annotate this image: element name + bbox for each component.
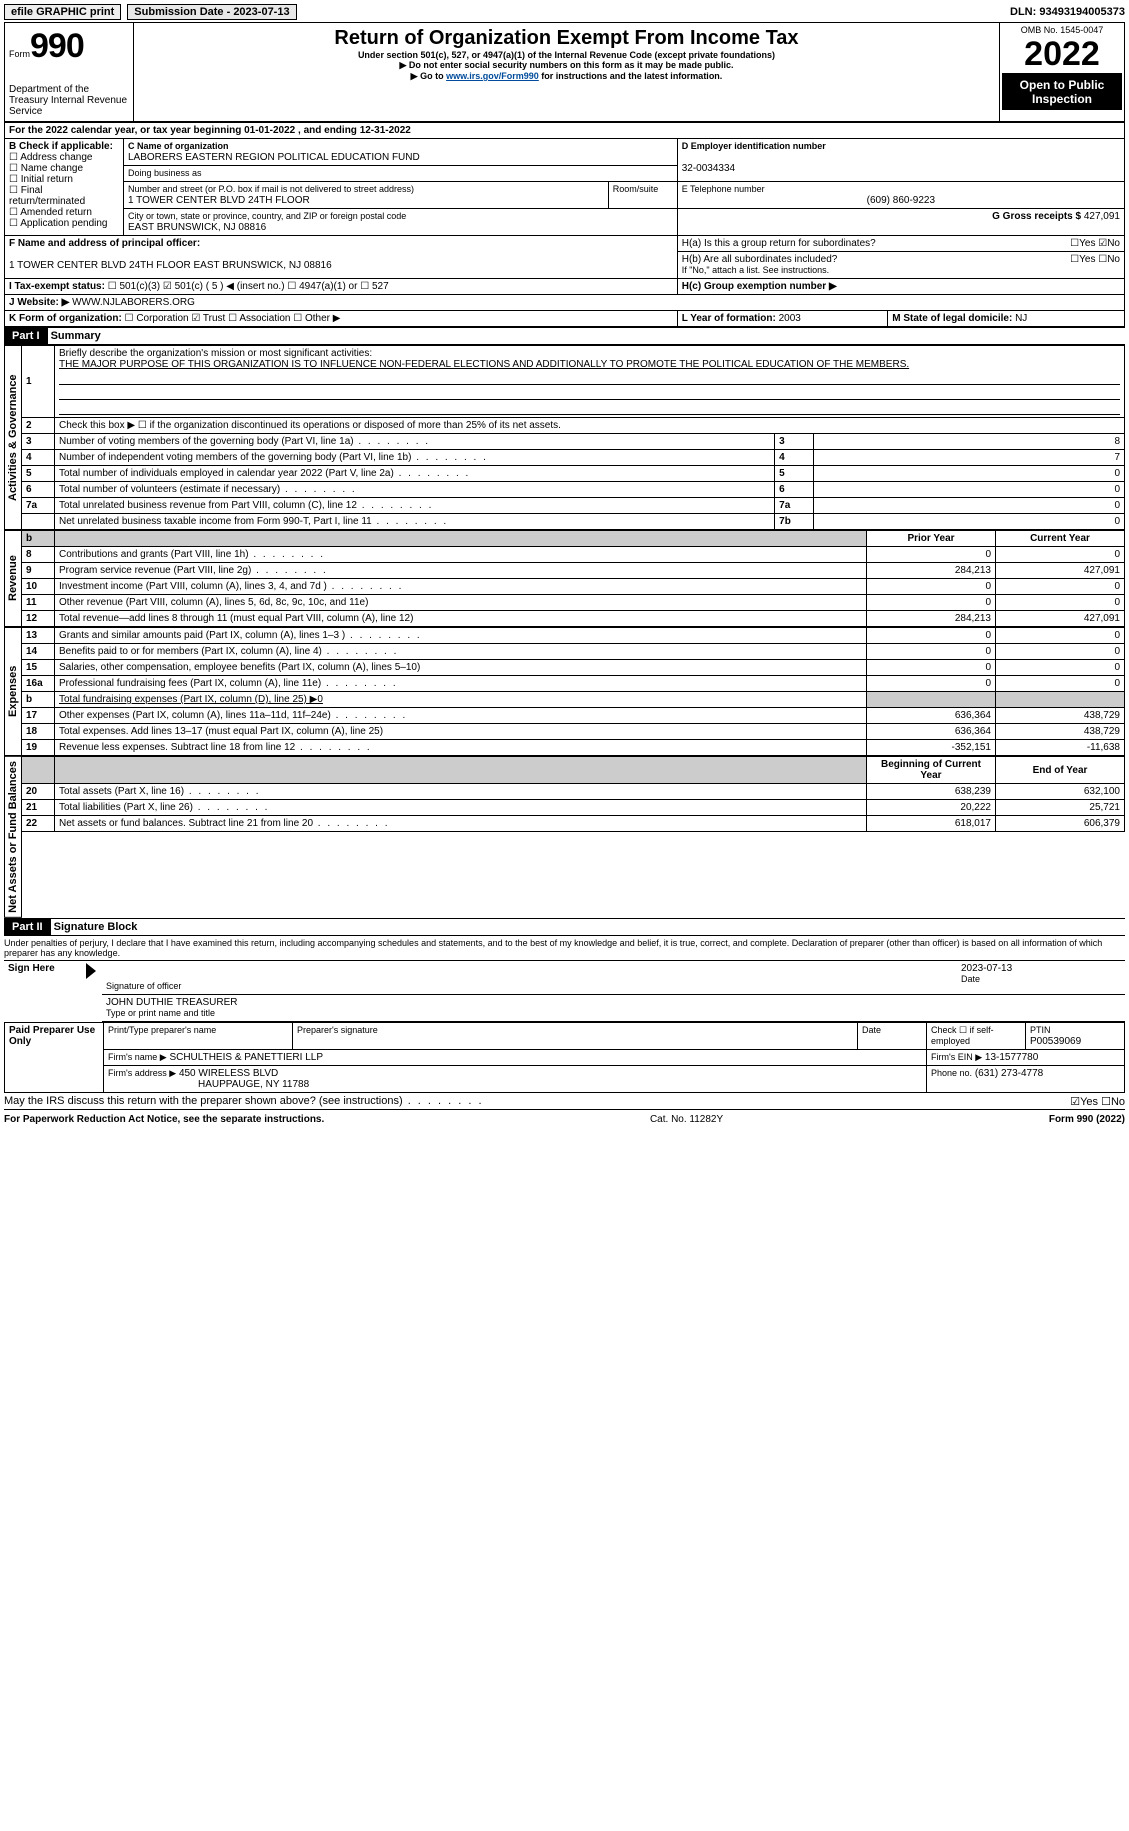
city: EAST BRUNSWICK, NJ 08816 [128, 222, 266, 233]
firm-phone: (631) 273-4778 [975, 1068, 1043, 1079]
mission: THE MAJOR PURPOSE OF THIS ORGANIZATION I… [59, 359, 909, 370]
exp-row: 18Total expenses. Add lines 13–17 (must … [22, 724, 1125, 740]
b-opt[interactable]: ☐ Amended return [9, 207, 92, 218]
side-activities: Activities & Governance [4, 345, 22, 530]
part2-header: Part II Signature Block [4, 918, 1125, 936]
submission-date: Submission Date - 2023-07-13 [127, 4, 296, 20]
sign-here-block: Sign Here Signature of officer 2023-07-1… [4, 961, 1125, 1022]
exp-row: 14Benefits paid to or for members (Part … [22, 644, 1125, 660]
dln: DLN: 93493194005373 [1010, 6, 1125, 18]
penalty-text: Under penalties of perjury, I declare th… [4, 936, 1125, 961]
side-expenses: Expenses [4, 627, 22, 756]
exp-row: 13Grants and similar amounts paid (Part … [22, 628, 1125, 644]
exp-row: 19Revenue less expenses. Subtract line 1… [22, 740, 1125, 756]
side-revenue: Revenue [4, 530, 22, 627]
summary-row: 5Total number of individuals employed in… [22, 466, 1125, 482]
org-name: LABORERS EASTERN REGION POLITICAL EDUCAT… [128, 152, 420, 163]
exp-row: bTotal fundraising expenses (Part IX, co… [22, 692, 1125, 708]
exp-row: 17Other expenses (Part IX, column (A), l… [22, 708, 1125, 724]
summary-row: Net unrelated business taxable income fr… [22, 514, 1125, 530]
b-opt[interactable]: ☐ Address change [9, 152, 92, 163]
officer-addr: 1 TOWER CENTER BLVD 24TH FLOOR EAST BRUN… [9, 260, 332, 271]
street: 1 TOWER CENTER BLVD 24TH FLOOR [128, 195, 310, 206]
dept: Department of the Treasury Internal Reve… [9, 84, 129, 117]
irs-link[interactable]: www.irs.gov/Form990 [446, 71, 539, 81]
website: WWW.NJLABORERS.ORG [72, 297, 195, 308]
b-opt[interactable]: ☐ Name change [9, 163, 83, 174]
exp-row: 16aProfessional fundraising fees (Part I… [22, 676, 1125, 692]
page-footer: For Paperwork Reduction Act Notice, see … [4, 1114, 1125, 1125]
omb: OMB No. 1545-0047 [1002, 25, 1122, 35]
summary-row: 7aTotal unrelated business revenue from … [22, 498, 1125, 514]
net-row: 20Total assets (Part X, line 16)638,2396… [22, 784, 1125, 800]
part1-header: Part I Summary [4, 327, 1125, 345]
form-word: Form [9, 49, 30, 59]
b-label: B Check if applicable: [9, 141, 113, 152]
phone: (609) 860-9223 [682, 195, 1120, 206]
b-opt[interactable]: ☐ Final return/terminated [9, 185, 85, 207]
discuss-row: May the IRS discuss this return with the… [4, 1093, 1125, 1110]
summary-row: 3Number of voting members of the governi… [22, 434, 1125, 450]
top-bar: efile GRAPHIC print Submission Date - 20… [4, 4, 1125, 20]
rev-row: 12Total revenue—add lines 8 through 11 (… [22, 611, 1125, 627]
officer-name: JOHN DUTHIE TREASURER [106, 997, 238, 1008]
form-header: Form990 Department of the Treasury Inter… [4, 22, 1125, 122]
exp-row: 15Salaries, other compensation, employee… [22, 660, 1125, 676]
identity-block: For the 2022 calendar year, or tax year … [4, 122, 1125, 327]
rev-row: 10Investment income (Part VIII, column (… [22, 579, 1125, 595]
firm-name: SCHULTHEIS & PANETTIERI LLP [169, 1052, 323, 1063]
summary-row: 6Total number of volunteers (estimate if… [22, 482, 1125, 498]
efile-button[interactable]: efile GRAPHIC print [4, 4, 121, 20]
b-opt[interactable]: ☐ Initial return [9, 174, 73, 185]
line-a: For the 2022 calendar year, or tax year … [5, 123, 1125, 139]
summary-row: 4Number of independent voting members of… [22, 450, 1125, 466]
tax-year: 2022 [1002, 35, 1122, 74]
subtitle: Under section 501(c), 527, or 4947(a)(1)… [138, 50, 995, 60]
form-number: 990 [30, 27, 84, 65]
net-row: 21Total liabilities (Part X, line 26)20,… [22, 800, 1125, 816]
firm-ein: 13-1577780 [985, 1052, 1038, 1063]
form-title: Return of Organization Exempt From Incom… [138, 27, 995, 50]
firm-addr: 450 WIRELESS BLVD [179, 1068, 278, 1079]
open-inspection: Open to Public Inspection [1002, 74, 1122, 110]
ptin: P00539069 [1030, 1036, 1081, 1047]
net-row: 22Net assets or fund balances. Subtract … [22, 816, 1125, 832]
arrow-icon [86, 963, 96, 979]
rev-row: 8Contributions and grants (Part VIII, li… [22, 547, 1125, 563]
paid-preparer-block: Paid Preparer Use Only Print/Type prepar… [4, 1022, 1125, 1093]
rev-row: 11Other revenue (Part VIII, column (A), … [22, 595, 1125, 611]
note1: ▶ Do not enter social security numbers o… [138, 60, 995, 71]
side-netassets: Net Assets or Fund Balances [4, 756, 22, 918]
rev-row: 9Program service revenue (Part VIII, lin… [22, 563, 1125, 579]
note2: ▶ Go to www.irs.gov/Form990 for instruct… [138, 71, 995, 82]
b-opt[interactable]: ☐ Application pending [9, 218, 108, 229]
gross-receipts: 427,091 [1084, 211, 1120, 222]
ein: 32-0034334 [682, 163, 735, 174]
